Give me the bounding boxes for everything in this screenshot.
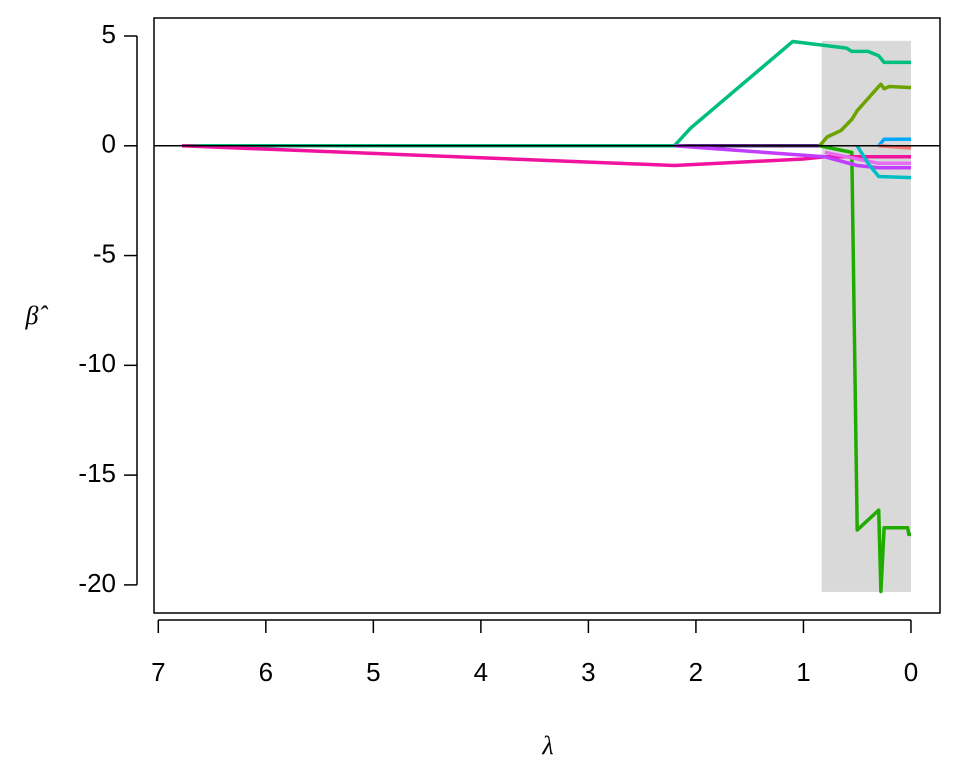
series-line: [182, 39, 911, 148]
x-tick-label: 5: [366, 657, 380, 687]
y-tick-label: -20: [78, 568, 116, 598]
y-tick-label: 0: [102, 129, 116, 159]
series-line: [674, 144, 911, 170]
series-line: [855, 144, 912, 180]
x-tick-label: 6: [259, 657, 273, 687]
series-line: [877, 137, 911, 147]
y-tick-label: -15: [78, 458, 116, 488]
series-line: [818, 82, 912, 147]
plot-frame: [153, 17, 941, 614]
x-tick-label: 1: [796, 657, 810, 687]
y-axis-label: β̂: [25, 301, 49, 330]
y-tick-label: -5: [93, 238, 116, 268]
x-tick-label: 3: [581, 657, 595, 687]
x-tick-label: 4: [474, 657, 488, 687]
series-line: [824, 150, 911, 166]
x-tick-label: 2: [689, 657, 703, 687]
y-tick-label: 5: [102, 19, 116, 49]
series-line: [819, 144, 911, 594]
y-tick-label: -10: [78, 348, 116, 378]
x-tick-label: 7: [151, 657, 165, 687]
shaded-region: [821, 40, 911, 592]
x-tick-label: 0: [904, 657, 918, 687]
x-axis-label: λ: [541, 731, 553, 760]
